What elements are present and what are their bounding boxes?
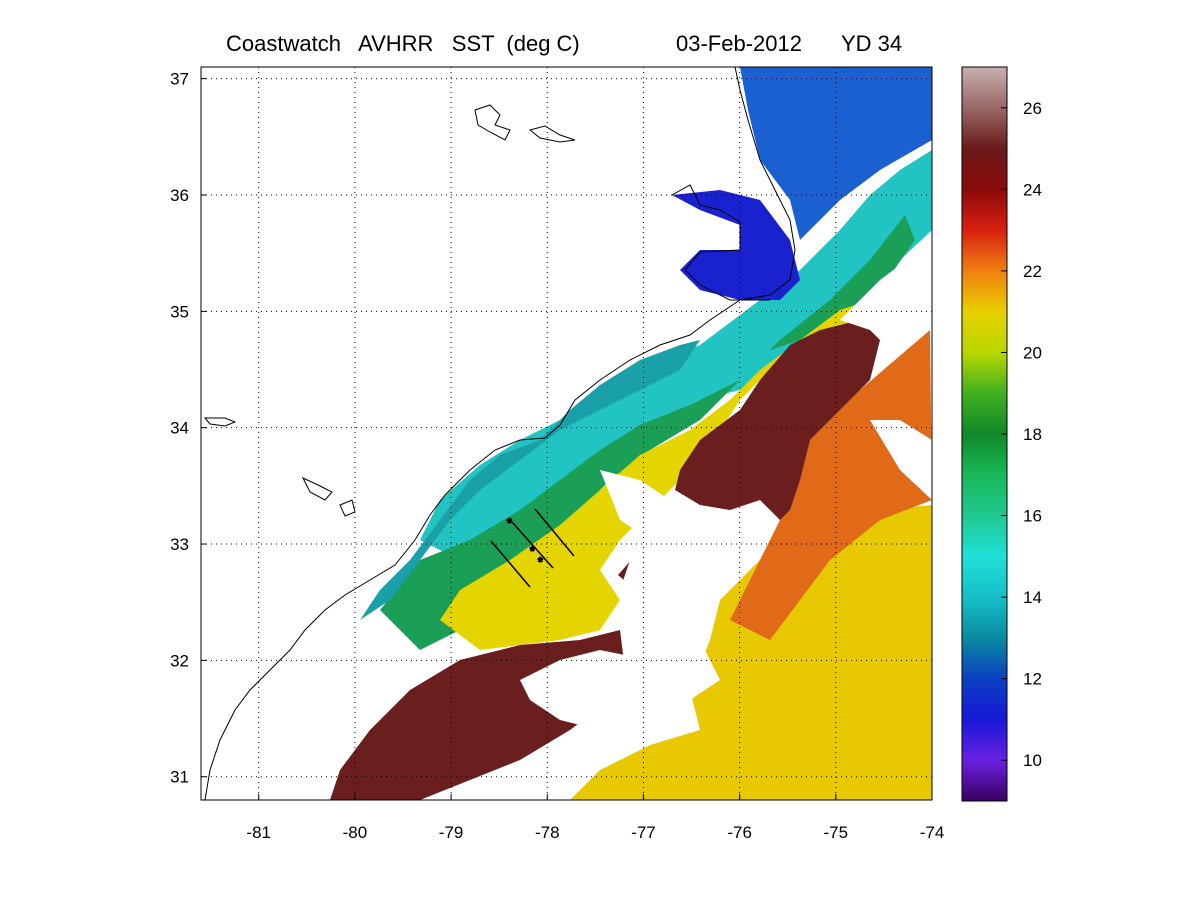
pamlico-sound [672,190,800,300]
y-tick-label: 34 [170,419,189,438]
y-tick-label: 36 [170,186,189,205]
station-marker: * [507,516,512,530]
colorbar-tick-label: 18 [1023,425,1042,444]
transect-line [490,540,531,588]
colorbar-tick-label: 12 [1023,670,1042,689]
offshore-warm-water [570,505,932,800]
colorbar-ticks: 10 12 14 16 18 20 22 24 26 [1001,99,1042,770]
map-ticks: -81 -80 -79 -78 -77 -76 -75 -74 31 32 33 34 35 36 37 [170,70,944,842]
x-tick-label: -78 [535,823,560,842]
colorbar-tick-label: 14 [1023,588,1042,607]
station-marker: * [538,555,543,569]
map-grid [201,67,932,800]
y-tick-label: 31 [170,768,189,787]
cloud-patch [870,420,932,500]
northern-cold-water [740,67,932,240]
title-product: Coastwatch AVHRR SST (deg C) [226,31,580,56]
transect-line [534,508,575,557]
lake-outline [301,476,333,501]
map-frame [200,66,933,801]
cloud-patch [520,640,720,730]
x-tick-label: -74 [920,823,945,842]
colorbar-tick-label: 24 [1023,180,1042,199]
x-tick-label: -79 [439,823,464,842]
transect-line [511,521,554,569]
y-tick-label: 33 [170,535,189,554]
y-tick-label: 35 [170,302,189,321]
colorbar-tick-label: 22 [1023,262,1042,281]
transect-lines: * * * [490,508,575,588]
inshore-water [360,340,700,620]
x-tick-label: -75 [824,823,849,842]
gulf-stream-north [675,320,880,520]
y-tick-label: 32 [170,651,189,670]
x-tick-label: -81 [246,823,271,842]
colorbar-tick-label: 16 [1023,507,1042,526]
y-tick-label: 37 [170,70,189,89]
title-yearday: YD 34 [841,31,902,56]
map-panel: * * * [201,67,932,800]
cloud-patch [600,470,700,610]
x-tick-label: -77 [631,823,656,842]
station-marker: * [530,544,535,558]
coastline [204,67,796,800]
offshore-orange-band [730,330,932,640]
sound-shoreline [671,184,770,301]
mid-shelf-water [380,215,915,650]
colorbar-tick-label: 20 [1023,343,1042,362]
colorbar-tick-label: 26 [1023,99,1042,118]
colorbar-tick-label: 10 [1023,751,1042,770]
cloud-patch [840,250,932,330]
title-date: 03-Feb-2012 [676,31,802,56]
colorbar [961,66,1008,802]
x-tick-label: -76 [727,823,752,842]
lake-outline [528,125,576,143]
lake-outline [474,104,511,141]
lake-outline [203,417,237,427]
x-tick-label: -80 [343,823,368,842]
